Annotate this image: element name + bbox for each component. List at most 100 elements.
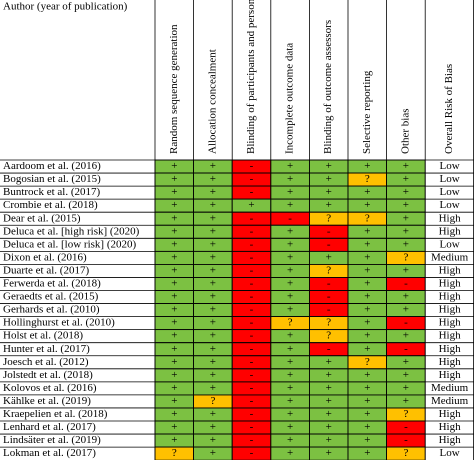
rating-symbol: -: [327, 304, 331, 316]
rating-symbol: +: [171, 160, 177, 172]
rating-symbol: +: [364, 304, 370, 316]
rating-symbol: ?: [210, 395, 215, 407]
rating-symbol: -: [404, 343, 408, 355]
author-cell: Kolovos et al. (2016): [3, 382, 97, 394]
overall-cell: Medium: [431, 382, 469, 394]
overall-cell: High: [439, 356, 462, 368]
rating-symbol: +: [364, 225, 370, 237]
rating-symbol: +: [326, 199, 332, 211]
rating-symbol: +: [364, 278, 370, 290]
rating-symbol: +: [171, 225, 177, 237]
rating-symbol: +: [210, 317, 216, 329]
author-cell: Dear et al. (2015): [3, 212, 81, 224]
rating-symbol: -: [327, 278, 331, 290]
rating-symbol: +: [326, 369, 332, 381]
rating-symbol: +: [403, 382, 409, 394]
overall-cell: Low: [440, 199, 460, 211]
rating-symbol: +: [171, 369, 177, 381]
rating-symbol: +: [210, 160, 216, 172]
header-group: Random sequence generation Allocation con…: [168, 0, 455, 154]
rating-symbol: -: [288, 212, 292, 224]
rating-symbol: +: [403, 291, 409, 303]
rating-symbol: +: [326, 186, 332, 198]
overall-cell: Medium: [431, 395, 469, 407]
rating-symbol: +: [403, 369, 409, 381]
domain-header: Selective reporting: [361, 70, 373, 154]
rating-symbol: +: [171, 251, 177, 263]
author-cell: Buntrock et al. (2017): [3, 186, 100, 198]
rating-symbol: +: [326, 173, 332, 185]
rating-symbol: -: [250, 421, 254, 433]
rating-symbol: +: [403, 173, 409, 185]
rating-symbol: +: [364, 382, 370, 394]
domain-header: Other bias: [399, 108, 411, 154]
rating-symbol: +: [171, 186, 177, 198]
rating-symbol: +: [171, 291, 177, 303]
rating-symbol: +: [210, 264, 216, 276]
rating-symbol: +: [210, 369, 216, 381]
rating-symbol: +: [287, 382, 293, 394]
overall-cell: Medium: [431, 251, 469, 263]
rating-symbol: +: [287, 186, 293, 198]
rating-symbol: +: [364, 251, 370, 263]
rating-symbol: ?: [403, 408, 408, 420]
rating-symbol: +: [287, 238, 293, 250]
rating-symbol: +: [403, 356, 409, 368]
rating-symbol: +: [171, 434, 177, 446]
author-cell: Gerhards et al. (2010): [3, 304, 100, 316]
author-cell: Lokman et al. (2017): [3, 447, 96, 459]
rating-symbol: ?: [288, 317, 293, 329]
rating-symbol: -: [250, 186, 254, 198]
rating-symbol: +: [171, 238, 177, 250]
overall-cell: Low: [440, 173, 460, 185]
rating-symbol: -: [404, 278, 408, 290]
rating-symbol: +: [287, 408, 293, 420]
rating-symbol: +: [364, 330, 370, 342]
domain-header: Blinding of participants and personnel: [245, 0, 257, 154]
rating-symbol: -: [250, 264, 254, 276]
rating-symbol: -: [250, 330, 254, 342]
rating-symbol: -: [250, 160, 254, 172]
rating-symbol: ?: [326, 264, 331, 276]
rating-symbol: +: [210, 278, 216, 290]
rating-symbol: +: [171, 343, 177, 355]
rating-symbol: +: [171, 199, 177, 211]
rating-symbol: -: [250, 225, 254, 237]
rating-symbol: +: [210, 408, 216, 420]
rating-symbol: -: [250, 395, 254, 407]
rating-symbol: +: [287, 447, 293, 459]
overall-cell: High: [439, 434, 462, 446]
rating-symbol: -: [404, 434, 408, 446]
rating-symbol: +: [364, 199, 370, 211]
rating-symbol: ?: [326, 212, 331, 224]
rating-symbol: +: [210, 199, 216, 211]
rating-symbol: +: [210, 251, 216, 263]
rating-symbol: +: [403, 395, 409, 407]
rating-symbol: +: [287, 199, 293, 211]
domain-header: Blinding of outcome assessors: [322, 20, 334, 154]
overall-header: Overall Risk of Bias: [443, 64, 455, 154]
rating-symbol: -: [250, 343, 254, 355]
author-cell: Aardoom et al. (2016): [3, 160, 101, 172]
rating-symbol: +: [403, 264, 409, 276]
rating-symbol: +: [364, 395, 370, 407]
rating-symbol: +: [364, 264, 370, 276]
rating-symbol: -: [250, 447, 254, 459]
rating-symbol: +: [210, 330, 216, 342]
rating-symbol: +: [210, 186, 216, 198]
overall-cell: High: [439, 291, 462, 303]
author-cell: Kählke et al. (2019): [3, 395, 91, 407]
rating-symbol: +: [326, 382, 332, 394]
rating-symbol: -: [404, 421, 408, 433]
rating-symbol: +: [287, 356, 293, 368]
rating-symbol: +: [287, 369, 293, 381]
rating-symbol: -: [327, 343, 331, 355]
rating-symbol: +: [210, 291, 216, 303]
overall-cell: High: [439, 330, 462, 342]
rating-symbol: +: [287, 251, 293, 263]
rating-symbol: +: [287, 291, 293, 303]
author-cell: Deluca et al. [high risk] (2020): [3, 225, 140, 237]
overall-cell: High: [439, 278, 462, 290]
rating-symbol: -: [327, 238, 331, 250]
